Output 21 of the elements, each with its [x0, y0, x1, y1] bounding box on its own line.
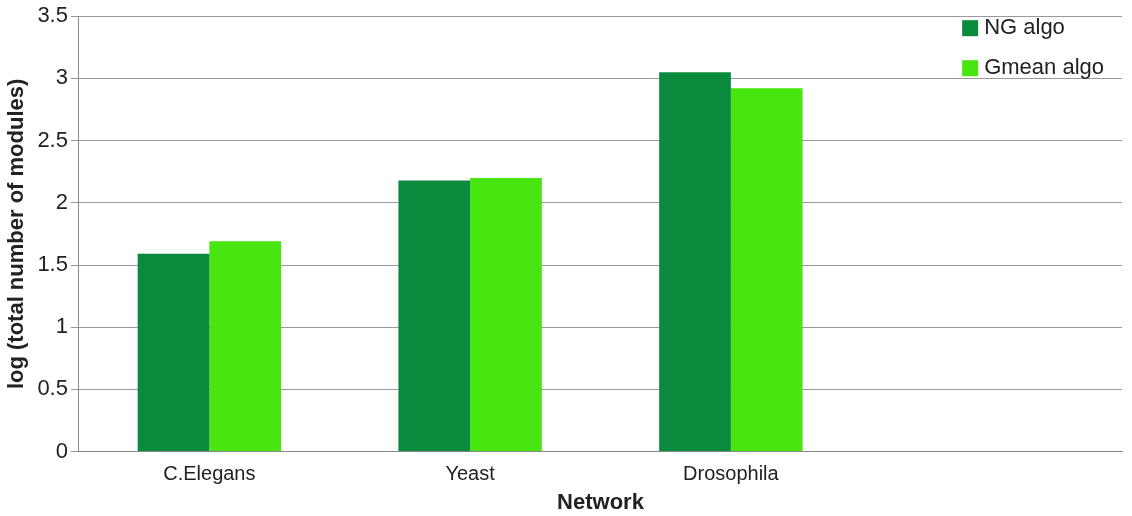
y-tick-label: 2: [55, 188, 68, 214]
bar: [659, 72, 731, 452]
y-tick-label: 3: [55, 64, 68, 90]
bar: [137, 253, 210, 452]
y-tick-label: 1: [55, 313, 68, 339]
bar: [398, 180, 471, 452]
y-tick-label: 2.5: [37, 126, 68, 152]
y-axis-title: log (total number of modules): [3, 78, 29, 390]
bar: [470, 177, 542, 452]
legend-label: Gmean algo: [984, 54, 1105, 80]
y-tick-label: 3.5: [37, 2, 68, 28]
bar: [209, 241, 282, 452]
x-axis-title: Network: [557, 488, 645, 514]
x-tick-label: C.Elegans: [163, 462, 256, 485]
x-tick-label: Drosophila: [683, 462, 780, 485]
bar: [730, 88, 803, 452]
x-tick-label: Yeast: [445, 462, 496, 485]
y-tick-label: 0: [55, 437, 68, 463]
y-tick-label: 0.5: [37, 375, 68, 401]
legend-label: NG algo: [984, 14, 1065, 40]
y-tick-label: 1.5: [37, 251, 68, 277]
